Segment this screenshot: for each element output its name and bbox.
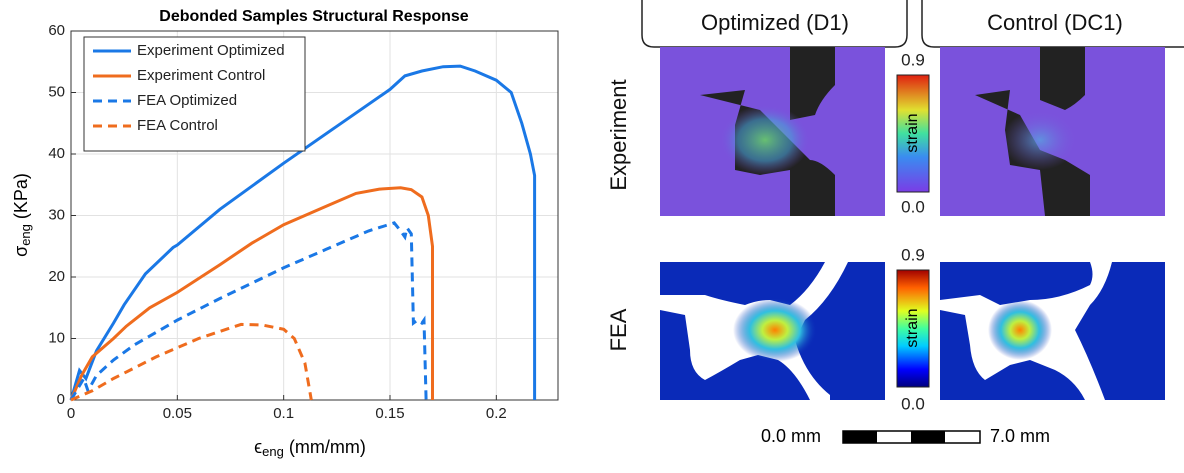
- control-experiment-image: [940, 47, 1165, 216]
- legend-label: Experiment Optimized: [137, 42, 285, 59]
- series-line: [69, 64, 537, 401]
- series-line: [70, 322, 313, 402]
- x-tick-label: 0.15: [375, 405, 404, 422]
- y-tick-label: 30: [48, 206, 65, 223]
- legend-box: [83, 36, 306, 152]
- y-label-sub: eng: [18, 224, 33, 246]
- row-header: FEA: [606, 308, 631, 351]
- colorbar-min: 0.0: [901, 197, 925, 216]
- x-axis-label: ϵeng (mm/mm): [254, 437, 366, 460]
- colorbar-label: strain: [904, 113, 921, 152]
- scale-end: 7.0 mm: [990, 426, 1050, 446]
- column-header: Control (DC1): [987, 10, 1123, 35]
- plot-area: 0 10 20 30 40 50 60 0 0.05 0.1 0.15 0.2 Experiment O…: [48, 22, 559, 422]
- colorbar: 0.9 0.0 strain: [896, 50, 930, 216]
- x-tick-label: 0.1: [273, 405, 294, 422]
- control-fea-image: [940, 262, 1165, 400]
- legend-label: FEA Optimized: [137, 92, 237, 109]
- x-tick-label: 0: [67, 405, 75, 422]
- legend-label: FEA Control: [137, 117, 218, 134]
- x-label-symbol: ϵ: [254, 437, 262, 457]
- colorbar-max: 0.9: [901, 50, 925, 69]
- series-line: [69, 186, 434, 401]
- colorbar: 0.9 0.0 strain: [896, 245, 930, 413]
- y-tick-label: 10: [48, 329, 65, 346]
- y-tick-label: 20: [48, 268, 65, 285]
- colorbar-min: 0.0: [901, 394, 925, 413]
- series-line: [69, 221, 428, 401]
- experiment-image: [660, 47, 885, 216]
- colorbar-max: 0.9: [901, 245, 925, 264]
- y-label-unit: (KPa): [11, 173, 31, 219]
- y-tick-label: 40: [48, 145, 65, 162]
- x-label-sub: eng: [262, 444, 284, 459]
- scale-bar: 0.0 mm 7.0 mm: [761, 426, 1050, 446]
- column-tab: [921, 0, 1184, 48]
- column-header: Optimized (D1): [701, 10, 849, 35]
- colorbar-label: strain: [904, 308, 921, 347]
- y-label-symbol: σ: [11, 246, 31, 257]
- fea-image: [660, 262, 885, 400]
- y-tick-label: 0: [57, 391, 65, 408]
- axes-frame: [70, 30, 559, 401]
- y-tick-label: 50: [48, 83, 65, 100]
- x-tick-label: 0.2: [486, 405, 507, 422]
- x-label-unit: (mm/mm): [289, 437, 366, 457]
- chart-title: Debonded Samples Structural Response: [159, 8, 469, 25]
- scale-start: 0.0 mm: [761, 426, 821, 446]
- legend-label: Experiment Control: [137, 67, 265, 84]
- x-tick-label: 0.05: [163, 405, 192, 422]
- row-header: Experiment: [606, 79, 631, 190]
- y-tick-label: 60: [48, 22, 65, 39]
- y-axis-label: σeng (KPa): [11, 173, 34, 257]
